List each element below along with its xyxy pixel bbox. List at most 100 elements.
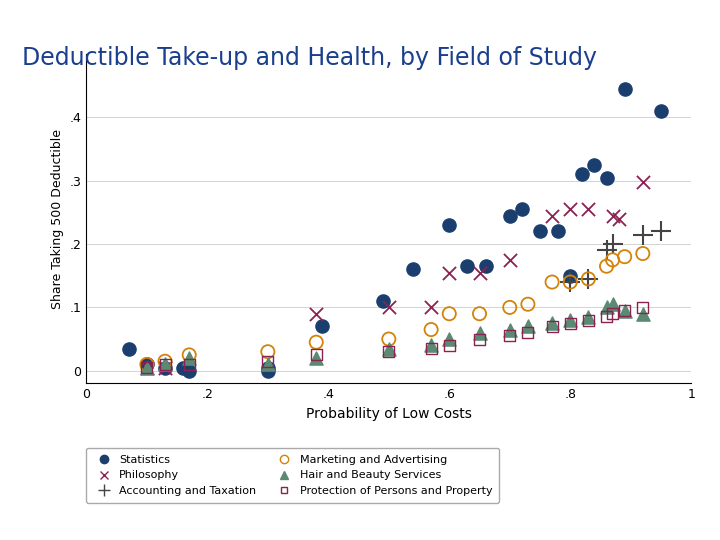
Text: Managed Competition in the Netherlands - Spinnewijn: Managed Competition in the Netherlands -… (199, 11, 521, 24)
Point (383, 344, 395, 353)
Point (582, 316, 594, 325)
Point (310, 309, 322, 318)
Point (177, 363, 189, 372)
Point (504, 332, 516, 340)
Point (159, 357, 171, 366)
Point (383, 303, 395, 312)
Point (504, 325, 516, 334)
Point (546, 322, 558, 330)
Point (141, 363, 153, 372)
Point (564, 278, 576, 286)
Point (474, 268, 485, 277)
Point (600, 246, 612, 255)
Point (600, 262, 612, 271)
Point (655, 107, 667, 116)
Point (184, 360, 195, 369)
Point (141, 360, 153, 369)
Point (426, 325, 437, 334)
Point (534, 227, 546, 235)
Point (184, 350, 195, 359)
Point (607, 211, 618, 220)
Point (600, 303, 612, 312)
Point (607, 300, 618, 308)
Point (522, 328, 534, 337)
Point (577, 170, 588, 179)
Point (141, 363, 153, 372)
Point (637, 309, 649, 318)
Point (582, 205, 594, 213)
Point (310, 350, 322, 359)
Point (546, 278, 558, 286)
Point (480, 262, 491, 271)
Point (123, 344, 135, 353)
Point (504, 255, 516, 264)
Text: Deductible Take-up and Health, by Field of Study: Deductible Take-up and Health, by Field … (22, 46, 597, 70)
Point (637, 178, 649, 186)
Point (607, 309, 618, 318)
Point (546, 211, 558, 220)
Point (184, 367, 195, 375)
Point (444, 309, 455, 318)
Point (504, 303, 516, 312)
Point (564, 205, 576, 213)
Point (564, 319, 576, 328)
Point (377, 297, 389, 306)
Point (262, 367, 274, 375)
Point (310, 354, 322, 362)
Point (262, 357, 274, 366)
Point (383, 347, 395, 356)
Point (184, 354, 195, 362)
Point (504, 211, 516, 220)
Point (141, 360, 153, 369)
Point (474, 335, 485, 343)
Point (619, 85, 631, 93)
Point (607, 255, 618, 264)
Point (159, 363, 171, 372)
Point (637, 303, 649, 312)
Point (310, 338, 322, 347)
Point (474, 328, 485, 337)
Point (564, 272, 576, 280)
X-axis label: Probability of Low Costs: Probability of Low Costs (306, 407, 472, 421)
Point (522, 322, 534, 330)
Point (607, 240, 618, 248)
Point (159, 360, 171, 369)
Point (462, 262, 473, 271)
Point (444, 335, 455, 343)
Point (619, 306, 631, 315)
Point (444, 221, 455, 230)
Point (637, 249, 649, 258)
Point (444, 341, 455, 350)
Point (426, 341, 437, 350)
Point (522, 300, 534, 308)
Point (262, 347, 274, 356)
Point (637, 230, 649, 239)
Point (474, 309, 485, 318)
Point (564, 278, 576, 286)
Point (159, 360, 171, 369)
Point (262, 363, 274, 372)
Point (655, 227, 667, 235)
Y-axis label: Share Taking 500 Deductible: Share Taking 500 Deductible (51, 129, 64, 309)
Point (619, 252, 631, 261)
Point (600, 313, 612, 321)
Point (426, 303, 437, 312)
Point (546, 319, 558, 328)
Point (317, 322, 328, 330)
Point (589, 160, 600, 169)
Point (383, 335, 395, 343)
Point (408, 265, 419, 274)
Point (600, 173, 612, 182)
Point (582, 274, 594, 283)
Point (516, 205, 528, 213)
Point (262, 360, 274, 369)
Point (582, 274, 594, 283)
Point (552, 227, 564, 235)
Point (564, 316, 576, 325)
Point (141, 363, 153, 372)
Point (582, 313, 594, 321)
Point (159, 363, 171, 372)
Point (444, 268, 455, 277)
Point (613, 214, 624, 223)
Legend: Statistics, Philosophy, Accounting and Taxation, Marketing and Advertising, Hair: Statistics, Philosophy, Accounting and T… (86, 448, 499, 503)
